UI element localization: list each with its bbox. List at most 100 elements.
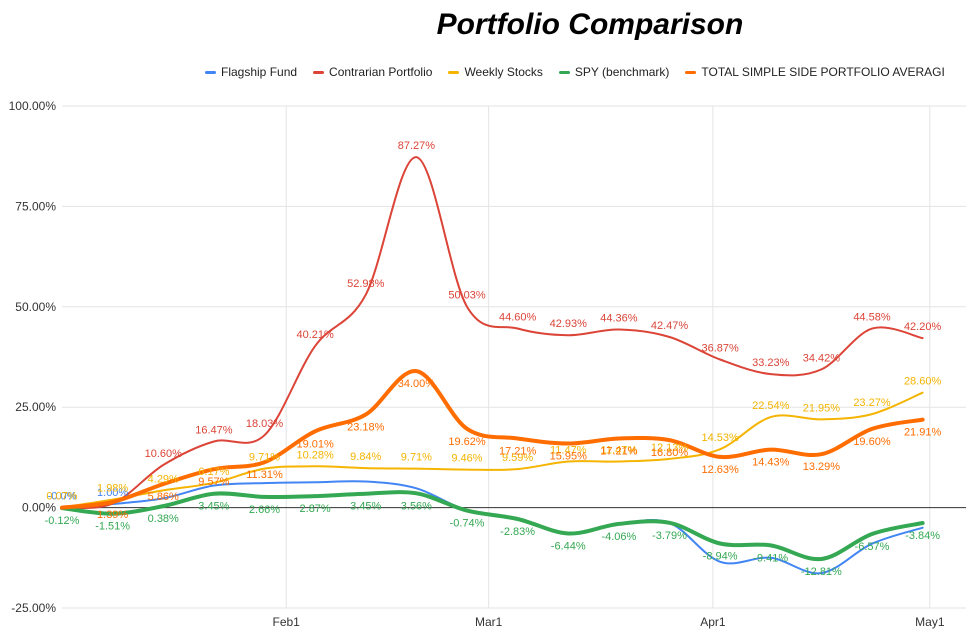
data-label-weekly-stocks: 9.71% bbox=[249, 452, 280, 464]
y-tick-label: 50.00% bbox=[15, 300, 56, 314]
data-label-spy-benchmark: 3.56% bbox=[401, 500, 432, 512]
legend-item-weekly-stocks: Weekly Stocks bbox=[448, 64, 543, 79]
data-label-total-simple-side-portfolio-averagi: 5.86% bbox=[148, 491, 179, 503]
data-label-weekly-stocks: 11.47% bbox=[601, 445, 638, 457]
legend-item-spy-benchmark: SPY (benchmark) bbox=[558, 64, 670, 79]
data-label-weekly-stocks: 12.13% bbox=[651, 442, 689, 454]
legend-swatch bbox=[558, 71, 570, 75]
data-label-spy-benchmark: -9.41% bbox=[753, 552, 788, 564]
data-label-contrarian-portfolio: 87.27% bbox=[398, 140, 436, 152]
chart-legend: Flagship Fund Contrarian Portfolio Weekly … bbox=[205, 64, 961, 80]
data-label-contrarian-portfolio: 42.47% bbox=[651, 320, 689, 332]
data-label-spy-benchmark: -3.84% bbox=[905, 530, 940, 542]
x-tick-label: Mar1 bbox=[475, 615, 503, 629]
axes: 100.00% 75.00% 50.00% 25.00% 0.00% -25.00% Feb… bbox=[9, 99, 966, 629]
data-label-total-simple-side-portfolio-averagi: 12.63% bbox=[701, 464, 739, 476]
data-label-total-simple-side-portfolio-averagi: 21.91% bbox=[904, 427, 942, 439]
y-tick-label: 0.00% bbox=[22, 501, 56, 515]
data-label-contrarian-portfolio: 10.60% bbox=[145, 448, 183, 460]
legend-swatch bbox=[313, 71, 325, 75]
chart-title: Portfolio Comparison bbox=[436, 8, 744, 41]
data-label-weekly-stocks: 23.27% bbox=[853, 397, 891, 409]
data-label-total-simple-side-portfolio-averagi: 9.57% bbox=[198, 476, 229, 488]
legend-label: Flagship Fund bbox=[221, 64, 298, 79]
data-label-contrarian-portfolio: 33.23% bbox=[752, 357, 790, 369]
data-label-weekly-stocks: 0.07% bbox=[46, 490, 77, 502]
data-label-weekly-stocks: 10.28% bbox=[296, 449, 334, 461]
data-label-contrarian-portfolio: 40.21% bbox=[296, 329, 334, 341]
data-label-weekly-stocks: 22.54% bbox=[752, 400, 790, 412]
data-labels: -0.0% 1.00% 10.60% 16.47% 18.03% 40.21% 52.98%… bbox=[45, 140, 942, 578]
x-tick-label: Feb1 bbox=[273, 615, 301, 629]
data-label-weekly-stocks: 9.84% bbox=[350, 451, 381, 463]
y-tick-label: -25.00% bbox=[11, 601, 56, 615]
y-tick-label: 100.00% bbox=[9, 99, 57, 113]
data-label-total-simple-side-portfolio-averagi: 34.00% bbox=[398, 378, 436, 390]
data-label-total-simple-side-portfolio-averagi: 17.21% bbox=[600, 445, 638, 457]
data-label-flagship-fund: -0.0% bbox=[48, 491, 77, 503]
data-label-contrarian-portfolio: 36.87% bbox=[701, 343, 739, 355]
series-line-contrarian-portfolio bbox=[61, 156, 924, 509]
data-label-total-simple-side-portfolio-averagi: 14.43% bbox=[752, 457, 790, 469]
data-label-spy-benchmark: 2.66% bbox=[249, 504, 280, 516]
data-label-weekly-stocks: 4.29% bbox=[148, 473, 179, 485]
legend-item-total-simple-side-portfolio-averagi: TOTAL SIMPLE SIDE PORTFOLIO AVERAGI bbox=[685, 64, 945, 79]
data-label-contrarian-portfolio: 44.36% bbox=[600, 312, 638, 324]
data-label-contrarian-portfolio: 42.93% bbox=[550, 318, 588, 330]
data-label-weekly-stocks: 1.98% bbox=[97, 483, 128, 495]
data-label-spy-benchmark: 3.45% bbox=[350, 501, 381, 513]
data-label-total-simple-side-portfolio-averagi: 11.31% bbox=[246, 469, 283, 481]
data-label-contrarian-portfolio: 16.47% bbox=[195, 424, 233, 436]
legend-label: SPY (benchmark) bbox=[574, 64, 670, 79]
data-label-spy-benchmark: 3.45% bbox=[198, 501, 229, 513]
data-label-total-simple-side-portfolio-averagi: 15.95% bbox=[550, 451, 588, 463]
legend-swatch bbox=[448, 71, 460, 75]
data-label-spy-benchmark: -8.94% bbox=[703, 551, 738, 563]
data-label-total-simple-side-portfolio-averagi: 23.18% bbox=[347, 422, 385, 434]
data-label-contrarian-portfolio: 52.98% bbox=[347, 278, 385, 290]
gridlines bbox=[62, 105, 966, 609]
legend-label: Weekly Stocks bbox=[464, 64, 543, 79]
data-label-weekly-stocks: 28.60% bbox=[904, 376, 942, 388]
y-tick-label: 25.00% bbox=[15, 400, 56, 414]
data-label-weekly-stocks: 21.95% bbox=[803, 402, 841, 414]
data-label-contrarian-portfolio: 18.03% bbox=[246, 418, 284, 430]
series-lines bbox=[60, 156, 925, 575]
data-label-weekly-stocks: 11.47% bbox=[550, 445, 587, 457]
legend-label: Contrarian Portfolio bbox=[329, 64, 433, 79]
y-tick-label: 75.00% bbox=[15, 199, 56, 213]
data-label-total-simple-side-portfolio-averagi: 19.01% bbox=[296, 438, 334, 450]
data-label-spy-benchmark: 0.38% bbox=[148, 513, 179, 525]
series-line-weekly-stocks bbox=[61, 391, 924, 509]
data-label-spy-benchmark: -2.83% bbox=[500, 526, 535, 538]
legend-item-contrarian-portfolio: Contrarian Portfolio bbox=[313, 65, 432, 79]
data-label-spy-benchmark: -12.81% bbox=[801, 566, 842, 578]
x-tick-label: May1 bbox=[915, 615, 945, 629]
series-line-flagship-fund bbox=[61, 480, 924, 575]
legend-swatch bbox=[205, 71, 216, 75]
data-label-total-simple-side-portfolio-averagi: 1.39% bbox=[97, 509, 128, 521]
data-label-total-simple-side-portfolio-averagi: 19.62% bbox=[448, 436, 486, 448]
series-line-spy-benchmark bbox=[60, 490, 925, 562]
data-label-weekly-stocks: 6.17% bbox=[198, 466, 229, 478]
data-label-total-simple-side-portfolio-averagi: 19.60% bbox=[853, 436, 891, 448]
data-label-flagship-fund: 1.00% bbox=[97, 487, 128, 499]
data-label-weekly-stocks: 14.53% bbox=[701, 432, 739, 444]
data-label-spy-benchmark: -3.79% bbox=[652, 530, 687, 542]
legend-item-flagship-fund: Flagship Fund bbox=[205, 65, 297, 79]
data-label-weekly-stocks: 9.71% bbox=[401, 452, 432, 464]
data-label-contrarian-portfolio: 34.42% bbox=[803, 352, 841, 364]
data-label-total-simple-side-portfolio-averagi: 17.21% bbox=[499, 445, 537, 457]
legend-label: TOTAL SIMPLE SIDE PORTFOLIO AVERAGI bbox=[701, 64, 945, 79]
data-label-contrarian-portfolio: 44.58% bbox=[853, 312, 891, 324]
data-label-total-simple-side-portfolio-averagi: 16.80% bbox=[651, 447, 689, 459]
data-label-spy-benchmark: -6.44% bbox=[551, 540, 586, 552]
data-label-weekly-stocks: 9.46% bbox=[451, 453, 482, 465]
data-label-spy-benchmark: 2.87% bbox=[300, 503, 331, 515]
data-label-spy-benchmark: -0.12% bbox=[45, 515, 80, 527]
data-label-contrarian-portfolio: 42.20% bbox=[904, 321, 942, 333]
data-label-spy-benchmark: -6.57% bbox=[855, 541, 890, 553]
legend-swatch bbox=[685, 71, 697, 75]
data-label-contrarian-portfolio: 44.60% bbox=[499, 311, 537, 323]
